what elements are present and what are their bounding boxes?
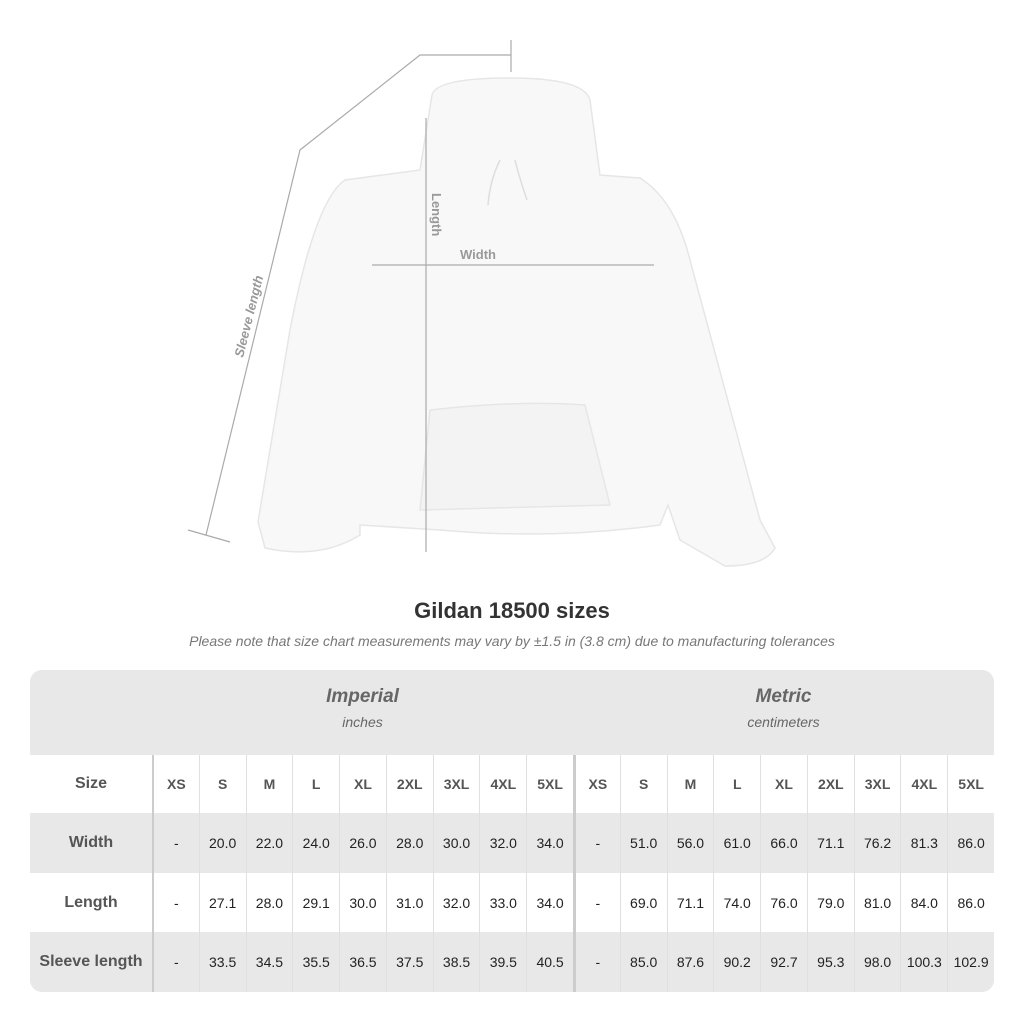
imperial-value-cell: 39.5 [479, 932, 526, 992]
row-label: Size [74, 775, 107, 792]
metric-title: Metric [755, 686, 812, 707]
imperial-value-cell: 20.0 [198, 813, 246, 873]
metric-value-cell: 92.7 [760, 932, 807, 992]
size-header-cell: S [619, 755, 667, 813]
imperial-value-cell: 30.0 [339, 873, 386, 932]
imperial-value-cell: 37.5 [385, 932, 433, 992]
metric-value-cell: 98.0 [853, 932, 901, 992]
sleeve-length-label: Sleeve length [231, 274, 266, 359]
imperial-value-cell: 33.0 [479, 873, 526, 932]
size-table: Imperial inches Metric centimeters Size X… [30, 670, 994, 992]
metric-group: Metric centimeters [573, 686, 994, 730]
table-row: Width -20.0 22.0 24.0 26.0 28.0 30.0 32.0 34.0-5… [30, 813, 994, 873]
metric-value-cell: 90.2 [713, 932, 760, 992]
metric-value-cell: 81.3 [900, 813, 947, 873]
imperial-value-cell: 27.1 [198, 873, 246, 932]
imperial-title: Imperial [326, 686, 399, 707]
metric-unit: centimeters [747, 714, 820, 730]
imperial-group: Imperial inches [152, 686, 573, 730]
hoodie-illustration: Length Width Sleeve length [187, 40, 776, 567]
imperial-value-cell: 40.5 [526, 932, 573, 992]
width-label: Width [460, 247, 496, 262]
row-label: Sleeve length [39, 953, 143, 970]
metric-value-cell: 102.9 [947, 932, 994, 992]
metric-value-cell: 74.0 [713, 873, 760, 932]
imperial-value-cell: 22.0 [245, 813, 293, 873]
imperial-value-cell: 34.0 [526, 813, 573, 873]
metric-value-cell: 71.1 [666, 873, 714, 932]
tolerance-note: Please note that size chart measurements… [189, 633, 835, 649]
metric-value-cell: 86.0 [947, 813, 994, 873]
metric-value-cell: 76.2 [853, 813, 901, 873]
size-header-cell: 5XL [947, 755, 994, 813]
row-label: Length [64, 893, 118, 911]
metric-value-cell: 95.3 [806, 932, 854, 992]
size-header-cell: XL [339, 755, 386, 813]
imperial-value-cell: 31.0 [385, 873, 433, 932]
metric-value-cell: 85.0 [619, 932, 667, 992]
table-row: Length -27.1 28.0 29.1 30.0 31.0 32.0 33.0 34.0-… [30, 873, 994, 932]
imperial-value-cell: 24.0 [292, 813, 339, 873]
imperial-value-cell: 34.0 [526, 873, 573, 932]
size-header-cell: M [245, 755, 293, 813]
metric-value-cell: 56.0 [666, 813, 714, 873]
imperial-value-cell: - [151, 813, 199, 873]
hoodie-shape [257, 77, 776, 567]
metric-value-cell: 51.0 [619, 813, 667, 873]
size-header-cell: 3XL [432, 755, 480, 813]
size-header-row: Size XS S M L XL 2XL 3XL 4XL 5XL XS S M L XL 2XL 3XL 4XL 5… [30, 755, 994, 813]
size-header-cell: 2XL [806, 755, 854, 813]
imperial-value-cell: 38.5 [432, 932, 480, 992]
size-header-cell: 5XL [526, 755, 573, 813]
size-header-cell: XS [151, 755, 199, 813]
size-header-cell: 4XL [479, 755, 526, 813]
size-header-cell: XL [760, 755, 807, 813]
metric-value-cell: - [572, 932, 620, 992]
size-header-cell: L [713, 755, 760, 813]
imperial-value-cell: 32.0 [432, 873, 480, 932]
size-header-cell: 2XL [385, 755, 433, 813]
page-title: Gildan 18500 sizes [414, 598, 610, 623]
row-label: Width [68, 834, 114, 851]
size-header-cell: M [666, 755, 714, 813]
imperial-value-cell: 29.1 [292, 873, 339, 932]
imperial-value-cell: 35.5 [292, 932, 339, 992]
imperial-value-cell: 33.5 [198, 932, 246, 992]
imperial-unit: inches [342, 714, 383, 730]
imperial-value-cell: - [151, 932, 199, 992]
metric-value-cell: 61.0 [713, 813, 760, 873]
metric-value-cell: 87.6 [666, 932, 714, 992]
metric-value-cell: 100.3 [900, 932, 947, 992]
table-header: Imperial inches Metric centimeters [30, 670, 994, 755]
metric-value-cell: 81.0 [853, 873, 901, 932]
imperial-value-cell: 26.0 [339, 813, 386, 873]
metric-value-cell: 71.1 [806, 813, 854, 873]
imperial-value-cell: 34.5 [245, 932, 293, 992]
imperial-value-cell: 28.0 [245, 873, 293, 932]
metric-value-cell: - [572, 873, 620, 932]
metric-value-cell: 84.0 [900, 873, 947, 932]
imperial-value-cell: - [151, 873, 199, 932]
imperial-value-cell: 32.0 [479, 813, 526, 873]
size-header-cell: L [292, 755, 339, 813]
imperial-value-cell: 30.0 [432, 813, 480, 873]
size-header-cell: 4XL [900, 755, 947, 813]
metric-value-cell: - [572, 813, 620, 873]
size-header-cell: 3XL [853, 755, 901, 813]
metric-value-cell: 69.0 [619, 873, 667, 932]
imperial-value-cell: 36.5 [339, 932, 386, 992]
metric-value-cell: 79.0 [806, 873, 854, 932]
metric-value-cell: 66.0 [760, 813, 807, 873]
metric-value-cell: 76.0 [760, 873, 807, 932]
metric-value-cell: 86.0 [947, 873, 994, 932]
imperial-value-cell: 28.0 [385, 813, 433, 873]
size-header-cell: XS [572, 755, 620, 813]
table-row: Sleeve length -33.5 34.5 35.5 36.5 37.5 38.5 39… [30, 932, 994, 992]
measurement-lines [187, 40, 654, 552]
length-label: Length [429, 193, 444, 236]
size-header-cell: S [198, 755, 246, 813]
